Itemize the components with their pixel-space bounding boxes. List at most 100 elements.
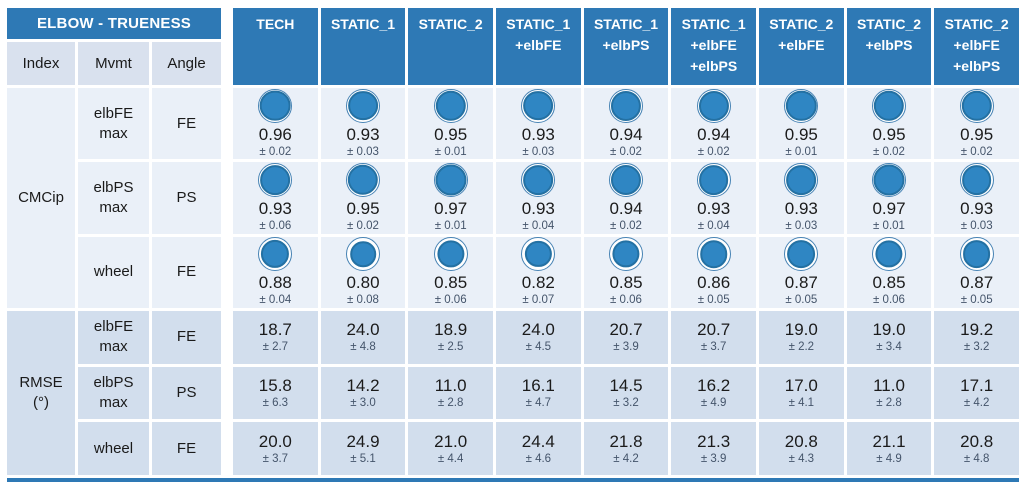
angle-label-fe: FE xyxy=(152,310,221,364)
mvmt-label-line: elbPS xyxy=(93,373,134,391)
cell-value: 11.0 xyxy=(434,375,467,395)
col-header-line: TECH xyxy=(256,16,295,32)
cell-sd: ± 4.1 xyxy=(788,396,815,409)
trueness-ball-fill xyxy=(259,90,291,121)
cell-sd: ± 0.02 xyxy=(697,145,730,158)
cell-cmcip-wheel-static-2: 0.85 ± 0.06 xyxy=(408,236,493,308)
cell-cmcip-elbps-max-static-1-elbps: 0.94 ± 0.02 xyxy=(583,162,669,234)
cell-value: 0.97 xyxy=(872,198,906,218)
trueness-ball xyxy=(871,88,906,123)
cell-rmse-elbps-max-static-2-elbps: 11.0 ± 2.8 xyxy=(846,366,932,420)
cell-value: 24.9 xyxy=(346,431,380,451)
cell-rmse-elbps-max-static-1-elbfe: 16.1 ± 4.7 xyxy=(495,366,581,420)
cell-value: 0.94 xyxy=(697,124,731,144)
col-header-line: +elbPS xyxy=(602,37,650,53)
cell-value: 20.0 xyxy=(258,431,292,451)
trueness-ball-fill xyxy=(435,164,467,196)
cell-rmse-elbfe-max-static-2-elbfe-elbps: 19.2 ± 3.2 xyxy=(934,310,1019,364)
cell-rmse-elbps-max-static-2-elbfe-elbps: 17.1 ± 4.2 xyxy=(934,366,1019,420)
cell-rmse-wheel-static-2-elbfe-elbps: 20.8 ± 4.8 xyxy=(934,422,1019,475)
trueness-ball-fill xyxy=(612,240,640,268)
cell-value: 0.95 xyxy=(434,124,468,144)
cell-cmcip-elbfe-max-static-2: 0.95 ± 0.01 xyxy=(408,88,493,160)
trueness-ball-fill xyxy=(699,240,728,268)
cell-sd: ± 0.05 xyxy=(960,294,993,307)
trueness-ball-fill xyxy=(523,90,554,121)
cell-sd: ± 0.06 xyxy=(434,294,467,307)
trueness-ball xyxy=(608,162,643,197)
cell-sd: ± 2.2 xyxy=(788,341,815,354)
cell-value: 15.8 xyxy=(258,375,292,395)
cell-rmse-elbps-max-static-1-elbps: 14.5 ± 3.2 xyxy=(583,366,669,420)
cell-value: 0.97 xyxy=(434,198,468,218)
cell-sd: ± 0.07 xyxy=(522,294,555,307)
angle-label-ps: PS xyxy=(152,366,221,420)
mvmt-label-line: wheel xyxy=(93,263,134,281)
trueness-ball-fill xyxy=(261,240,290,269)
cell-sd: ± 2.5 xyxy=(437,341,464,354)
cell-value: 0.95 xyxy=(872,124,906,144)
trueness-ball xyxy=(258,88,293,123)
cell-value: 20.7 xyxy=(697,320,731,340)
cell-sd: ± 3.0 xyxy=(350,396,376,409)
cell-value: 0.82 xyxy=(521,273,555,293)
trueness-ball xyxy=(959,162,994,197)
trueness-ball xyxy=(521,88,556,123)
cell-value: 19.2 xyxy=(960,320,994,340)
cell-sd: ± 4.7 xyxy=(525,396,552,409)
cell-rmse-wheel-tech: 20.0 ± 3.7 xyxy=(233,422,318,475)
cell-rmse-elbps-max-static-1-elbfe-elbps: 16.2 ± 4.9 xyxy=(671,366,756,420)
cell-value: 0.96 xyxy=(258,124,292,144)
cell-sd: ± 6.3 xyxy=(262,396,289,409)
col-header-static-2-elbfe-elbps: STATIC_2 +elbFE +elbPS xyxy=(934,8,1019,85)
cell-value: 11.0 xyxy=(873,375,905,395)
trueness-ball-fill xyxy=(435,90,466,121)
col-header-static-1-elbps: STATIC_1 +elbPS xyxy=(583,8,669,85)
cell-value: 21.0 xyxy=(434,431,468,451)
trueness-ball-fill xyxy=(786,165,817,195)
cell-rmse-elbps-max-static-2-elbfe: 17.0 ± 4.1 xyxy=(758,366,844,420)
index-label-line: (°) xyxy=(33,393,49,411)
trueness-ball-fill xyxy=(347,164,379,196)
angle-label-ps: PS xyxy=(152,162,221,234)
cell-cmcip-elbfe-max-static-1: 0.93 ± 0.03 xyxy=(320,88,406,160)
cell-value: 17.1 xyxy=(960,375,994,395)
col-header-line: +elbFE xyxy=(515,37,562,53)
col-header-line: STATIC_1 xyxy=(593,16,659,32)
subheader-index: Index xyxy=(7,42,75,85)
cell-value: 20.7 xyxy=(609,320,643,340)
cell-sd: ± 3.9 xyxy=(700,452,727,465)
cell-value: 16.2 xyxy=(697,375,731,395)
cell-sd: ± 0.06 xyxy=(873,294,905,307)
cell-rmse-wheel-static-1: 24.9 ± 5.1 xyxy=(320,422,406,475)
cell-sd: ± 0.01 xyxy=(434,219,467,232)
cell-rmse-elbfe-max-static-2-elbfe: 19.0 ± 2.2 xyxy=(758,310,844,364)
trueness-ball xyxy=(784,237,819,272)
trueness-ball-fill xyxy=(786,90,817,121)
trueness-ball xyxy=(345,162,380,197)
cell-sd: ± 0.08 xyxy=(347,294,379,307)
mvmt-label-wheel: wheel xyxy=(78,422,149,475)
index-label-cmcip: CMCip xyxy=(7,88,75,308)
cell-sd: ± 0.02 xyxy=(347,219,379,232)
cell-rmse-elbps-max-static-2: 11.0 ± 2.8 xyxy=(408,366,493,420)
col-header-line: STATIC_2 xyxy=(944,16,1009,32)
cell-sd: ± 0.02 xyxy=(610,219,642,232)
cell-sd: ± 3.2 xyxy=(613,396,639,409)
angle-label-fe: FE xyxy=(152,422,221,475)
cell-sd: ± 0.05 xyxy=(697,294,730,307)
cell-value: 0.85 xyxy=(872,273,906,293)
trueness-ball xyxy=(871,162,906,197)
mvmt-label-elbfe-max: elbFE max xyxy=(78,310,149,364)
cell-sd: ± 0.03 xyxy=(347,145,379,158)
trueness-ball xyxy=(258,162,293,197)
cell-rmse-elbfe-max-tech: 18.7 ± 2.7 xyxy=(233,310,318,364)
trueness-ball xyxy=(696,237,731,272)
cell-sd: ± 0.01 xyxy=(434,145,467,158)
cell-cmcip-elbfe-max-static-2-elbfe-elbps: 0.95 ± 0.02 xyxy=(934,88,1019,160)
cell-cmcip-elbfe-max-static-1-elbfe: 0.93 ± 0.03 xyxy=(495,88,581,160)
cell-sd: ± 0.02 xyxy=(960,145,993,158)
cell-value: 18.7 xyxy=(258,320,292,340)
cell-value: 24.0 xyxy=(521,320,555,340)
col-header-line: STATIC_1 xyxy=(506,16,571,32)
